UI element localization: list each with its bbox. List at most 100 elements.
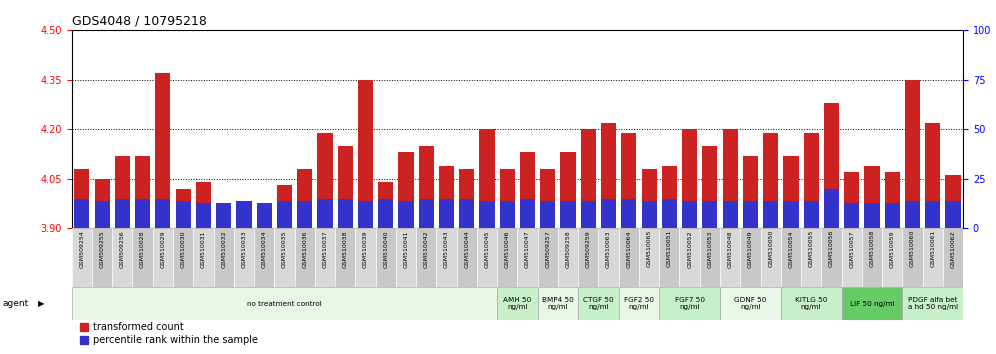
Bar	[75, 199, 90, 228]
Bar	[540, 201, 556, 228]
Bar	[358, 201, 374, 228]
Text: GSM509257: GSM509257	[546, 230, 551, 268]
Bar	[804, 132, 819, 228]
Bar	[884, 202, 899, 228]
Bar	[378, 182, 393, 228]
Bar	[922, 228, 943, 287]
Bar	[700, 228, 720, 287]
Bar	[72, 287, 497, 320]
Bar	[884, 172, 899, 228]
Bar	[925, 122, 940, 228]
Bar	[661, 166, 677, 228]
Bar	[277, 201, 292, 228]
Bar	[315, 228, 335, 287]
Bar	[92, 228, 113, 287]
Bar	[338, 199, 353, 228]
Text: GSM510056: GSM510056	[829, 230, 834, 268]
Bar	[702, 146, 717, 228]
Bar	[679, 228, 700, 287]
Bar	[132, 228, 152, 287]
Bar	[318, 132, 333, 228]
Text: GDS4048 / 10795218: GDS4048 / 10795218	[72, 15, 206, 28]
Bar	[520, 152, 535, 228]
Bar	[152, 228, 173, 287]
Bar	[477, 228, 497, 287]
Text: GSM510053: GSM510053	[707, 230, 712, 268]
Text: GSM510061: GSM510061	[930, 230, 935, 268]
Text: GSM510049: GSM510049	[748, 230, 753, 268]
Bar	[824, 103, 839, 228]
Text: GSM510033: GSM510033	[241, 230, 246, 268]
Text: agent: agent	[3, 299, 29, 308]
Text: GSM510042: GSM510042	[423, 230, 428, 268]
Text: GSM510031: GSM510031	[201, 230, 206, 268]
Bar	[740, 228, 761, 287]
Bar	[561, 201, 576, 228]
Bar	[905, 80, 920, 228]
Bar	[356, 228, 375, 287]
Bar	[375, 228, 395, 287]
Bar	[804, 201, 819, 228]
Bar	[801, 228, 822, 287]
Bar	[659, 287, 720, 320]
Bar	[722, 129, 738, 228]
Bar	[743, 156, 758, 228]
Bar	[865, 202, 879, 228]
Bar	[500, 169, 515, 228]
Bar	[115, 199, 129, 228]
Bar	[257, 209, 272, 228]
Bar	[479, 129, 495, 228]
Text: LIF 50 ng/ml: LIF 50 ng/ml	[850, 301, 894, 307]
Bar	[599, 228, 619, 287]
Text: GSM510055: GSM510055	[809, 230, 814, 268]
Bar	[236, 201, 252, 228]
Bar	[561, 152, 576, 228]
Bar	[743, 201, 758, 228]
Bar	[436, 228, 456, 287]
Text: CTGF 50
ng/ml: CTGF 50 ng/ml	[583, 297, 614, 310]
Bar	[902, 287, 963, 320]
Bar	[865, 166, 879, 228]
Text: GSM510052: GSM510052	[687, 230, 692, 268]
Bar	[213, 228, 234, 287]
Bar	[520, 199, 535, 228]
Bar	[418, 199, 434, 228]
Bar	[579, 287, 619, 320]
Bar	[659, 228, 679, 287]
Text: GSM510035: GSM510035	[282, 230, 287, 268]
Text: no treatment control: no treatment control	[247, 301, 322, 307]
Bar	[518, 228, 538, 287]
Bar	[72, 228, 92, 287]
Bar	[95, 201, 110, 228]
Text: GSM510051: GSM510051	[667, 230, 672, 268]
Text: GSM510058: GSM510058	[870, 230, 874, 268]
Bar	[378, 199, 393, 228]
Bar	[175, 189, 191, 228]
Bar	[720, 228, 740, 287]
Bar	[844, 202, 860, 228]
Bar	[943, 228, 963, 287]
Text: FGF2 50
ng/ml: FGF2 50 ng/ml	[623, 297, 654, 310]
Bar	[234, 228, 254, 287]
Bar	[844, 172, 860, 228]
Bar	[538, 287, 579, 320]
Bar	[720, 287, 781, 320]
Bar	[761, 228, 781, 287]
Bar	[538, 228, 558, 287]
Bar	[196, 182, 211, 228]
Bar	[459, 199, 474, 228]
Bar	[500, 201, 515, 228]
Bar	[297, 201, 313, 228]
Bar	[842, 287, 902, 320]
Bar	[945, 176, 960, 228]
Text: GSM510059: GSM510059	[889, 230, 894, 268]
Bar	[338, 146, 353, 228]
Bar	[459, 169, 474, 228]
Bar	[781, 287, 842, 320]
Bar	[318, 199, 333, 228]
Bar	[783, 201, 799, 228]
Bar	[842, 228, 862, 287]
Text: GDNF 50
ng/ml: GDNF 50 ng/ml	[734, 297, 767, 310]
Bar	[619, 228, 639, 287]
Text: GSM510040: GSM510040	[383, 230, 388, 268]
